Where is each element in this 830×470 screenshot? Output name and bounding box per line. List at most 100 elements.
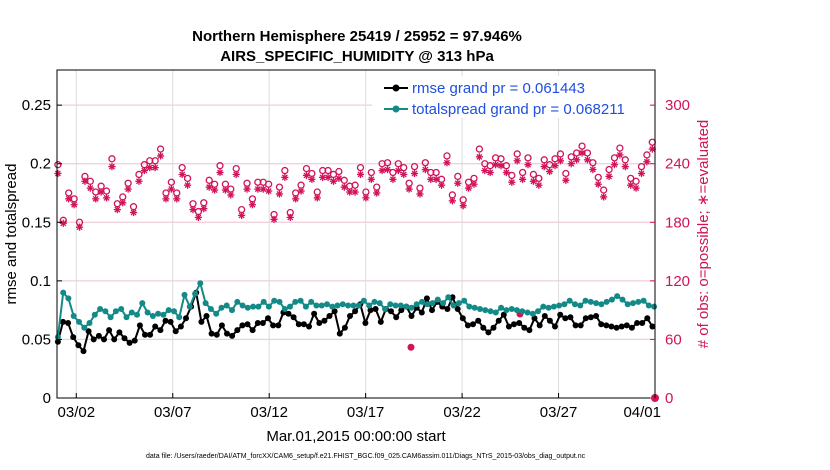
rmse-point: [531, 315, 538, 322]
totalspread-point: [392, 302, 399, 309]
obs-evaluated-marker: [308, 175, 316, 183]
obs-evaluated-marker: [481, 166, 489, 175]
rmse-point: [649, 323, 656, 330]
obs-evaluated-marker: [594, 180, 602, 188]
obs-evaluated-marker: [232, 170, 240, 179]
totalspread-point: [413, 301, 420, 308]
obs-possible-marker: [237, 205, 246, 214]
obs-evaluated-marker: [248, 201, 257, 209]
obs-possible-marker: [535, 174, 543, 183]
rmse-point: [372, 306, 379, 312]
totalspread-point: [529, 310, 536, 317]
legend-spread-marker: [392, 105, 400, 113]
x-tick-label: 03/22: [443, 404, 481, 421]
obs-evaluated-marker: [173, 195, 181, 203]
rmse-point: [336, 330, 343, 337]
rmse-point: [244, 321, 251, 328]
obs-evaluated-marker: [211, 186, 219, 194]
rmse-point: [60, 318, 66, 325]
obs-evaluated-marker: [643, 158, 651, 166]
obs-evaluated-marker: [610, 161, 619, 169]
obs-possible-marker: [167, 178, 176, 186]
plot-frame: [56, 69, 656, 399]
totalspread-point: [419, 298, 425, 305]
obs-possible-marker: [459, 196, 467, 204]
obs-evaluated-marker: [616, 151, 624, 159]
rmse-point: [562, 315, 569, 322]
totalspread-point: [76, 318, 82, 325]
totalspread-point: [329, 303, 336, 310]
obs-evaluated-marker: [627, 181, 635, 189]
rmse-point: [464, 322, 471, 329]
obs-possible-marker: [594, 173, 602, 182]
obs-evaluated-marker: [491, 161, 500, 169]
totalspread-point: [408, 304, 415, 311]
obs-evaluated-marker: [351, 188, 359, 196]
totalspread-point: [593, 300, 600, 307]
totalspread-point: [128, 309, 135, 316]
rmse-point: [239, 322, 246, 329]
rmse-point: [593, 313, 600, 319]
obs-possible-marker: [129, 203, 138, 211]
totalspread-point: [455, 300, 462, 307]
totalspread-point: [281, 306, 288, 312]
obs-possible-marker: [173, 189, 181, 197]
totalspread-point: [382, 306, 388, 312]
totalspread-point: [234, 298, 241, 305]
totalspread-point: [471, 304, 478, 311]
rmse-point: [85, 328, 92, 335]
totalspread-point: [519, 308, 526, 315]
obs-evaluated-marker: [556, 157, 565, 165]
rmse-point: [490, 324, 497, 331]
y2-tick-label: 300: [665, 97, 690, 114]
obs-evaluated-marker: [200, 205, 208, 213]
totalspread-point: [86, 320, 93, 326]
rmse-point: [536, 322, 543, 329]
obs-evaluated-marker: [356, 170, 365, 179]
totalspread-point: [112, 308, 119, 315]
rmse-point: [516, 320, 523, 326]
obs-evaluated-marker: [583, 156, 592, 164]
rmse-point: [172, 328, 179, 335]
y-axis-label: rmse and totalspread: [3, 164, 20, 305]
totalspread-point: [508, 306, 515, 312]
totalspread-point: [545, 304, 552, 311]
chart-title-line2: AIRS_SPECIFIC_HUMIDITY @ 313 hPa: [220, 48, 494, 65]
rmse-point: [290, 314, 297, 321]
obs-evaluated-marker: [156, 152, 165, 160]
rmse-point: [311, 310, 318, 317]
obs-evaluated-marker: [259, 185, 267, 193]
totalspread-point: [624, 301, 631, 308]
rmse-point: [249, 327, 256, 334]
totalspread-point: [218, 304, 225, 311]
obs-evaluated-marker: [486, 168, 494, 177]
totalspread-point: [160, 311, 167, 318]
totalspread-point: [397, 302, 404, 309]
totalspread-point: [102, 308, 109, 315]
rmse-point: [552, 323, 558, 330]
obs-possible-marker: [475, 145, 484, 153]
obs-evaluated-marker: [162, 195, 170, 203]
obs-possible-marker: [302, 164, 311, 173]
totalspread-point: [445, 294, 452, 301]
rmse-point: [398, 307, 405, 314]
totalspread-point: [350, 302, 357, 309]
totalspread-point: [524, 309, 531, 316]
obs-evaluated-marker: [81, 177, 89, 185]
totalspread-point: [171, 308, 177, 315]
rmse-point: [234, 327, 241, 334]
rmse-point: [321, 317, 328, 324]
rmse-point: [347, 313, 353, 319]
obs-evaluated-marker: [367, 175, 375, 183]
totalspread-point: [556, 302, 563, 309]
obs-evaluated-marker: [216, 168, 224, 177]
totalspread-point: [308, 298, 315, 305]
rmse-point: [136, 322, 143, 329]
x-tick-label: 03/12: [250, 404, 288, 421]
obs-possible-marker: [200, 199, 208, 207]
totalspread-point: [630, 300, 636, 307]
totalspread-point: [561, 301, 568, 308]
totalspread-point: [250, 303, 257, 310]
obs-evaluated-marker: [75, 223, 84, 231]
totalspread-point: [440, 300, 447, 307]
